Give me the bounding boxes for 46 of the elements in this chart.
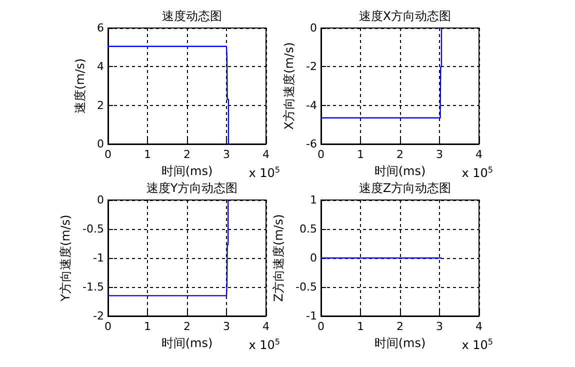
chart-title: 速度X方向动态图 [358,9,452,23]
x-tick-label: 3 [436,148,443,161]
x-tick-label: 3 [436,320,443,333]
y-tick-label: -0.5 [82,222,104,236]
x-tick-label: 2 [396,148,404,161]
y-tick-label: 0.5 [300,222,317,236]
y-tick-label: -4 [306,98,317,112]
y-tick-label: -2 [306,60,317,74]
y-tick-label: -1 [93,252,104,264]
y-axis-title: Y方向速度(m/s) [58,214,73,302]
x-tick-label: 1 [357,148,364,161]
x-axis-title: 时间(ms) [374,336,426,350]
x-tick-label: 1 [144,148,151,161]
x-tick-label: 4 [262,320,270,333]
y-tick-label: 2 [97,98,104,112]
x-tick-label: 2 [184,148,190,161]
x-tick-label: 3 [223,320,230,333]
y-tick-label: -1.5 [82,280,104,294]
y-axis-title: X方向速度(m/s) [282,42,296,130]
x-axis-title: 时间(ms) [161,336,213,350]
y-tick-label: -6 [306,138,317,150]
x-axis-title: 时间(ms) [374,164,426,178]
x-tick-label: 1 [144,320,151,333]
chart-title: 速度Y方向动态图 [146,181,238,195]
y-tick-label: 0 [310,22,317,34]
y-axis-title: 速度(m/s) [73,58,88,114]
x-tick-label: 2 [396,320,404,333]
x-tick-label: 3 [223,148,230,161]
y-tick-label: 6 [97,22,104,34]
x-tick-label: 4 [262,148,270,161]
x-tick-label: 2 [184,320,190,333]
chart-title: 速度Z方向动态图 [358,181,452,195]
y-tick-label: 0 [97,194,104,206]
x-tick-label: 4 [476,320,482,333]
y-tick-label: 1 [310,194,317,206]
x-tick-label: 4 [476,148,482,161]
y-tick-label: 4 [97,60,104,74]
chart-title: 速度动态图 [162,9,222,23]
y-tick-label: -1 [306,310,317,322]
y-tick-label: 0 [310,252,317,264]
y-tick-label: -2 [93,310,104,322]
y-tick-label: 0 [97,138,104,150]
x-axis-title: 时间(ms) [161,164,213,178]
y-axis-title: Z方向速度(m/s) [272,214,286,302]
y-tick-label: -0.5 [296,280,317,294]
x-tick-label: 1 [357,320,364,333]
